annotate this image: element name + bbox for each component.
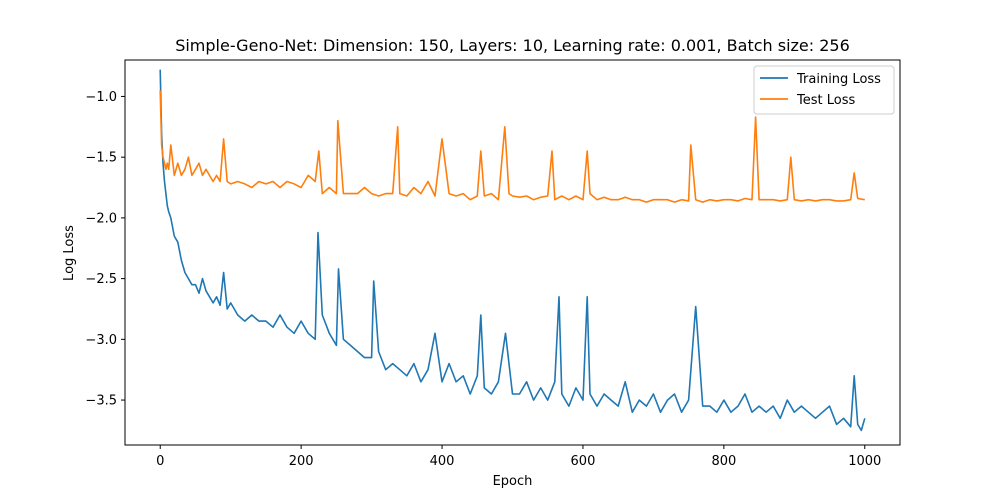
- legend: Training Loss Test Loss: [753, 65, 895, 115]
- legend-box: [753, 65, 895, 115]
- series-layer: [159, 69, 866, 432]
- x-tick-label: 1000: [848, 454, 881, 469]
- x-tick-label: 0: [156, 454, 164, 469]
- x-axis-title: Epoch: [493, 474, 533, 489]
- y-tick-label: −2.5: [85, 272, 117, 287]
- y-tick-label: −1.5: [85, 151, 117, 166]
- x-tick-label: 600: [571, 454, 596, 469]
- chart-title: Simple-Geno-Net: Dimension: 150, Layers:…: [175, 36, 850, 55]
- y-tick-label: −1.0: [85, 90, 117, 105]
- y-axis-ticks: −1.0 −1.5 −2.0 −2.5 −3.0 −3.5: [85, 90, 125, 409]
- series-line-test-loss: [159, 90, 865, 203]
- y-tick-label: −3.5: [85, 394, 117, 409]
- legend-label-training-loss: Training Loss: [796, 72, 881, 87]
- y-axis-title: Log Loss: [62, 225, 77, 281]
- x-tick-label: 400: [430, 454, 455, 469]
- series-line-training-loss: [159, 69, 866, 432]
- y-tick-label: −2.0: [85, 211, 117, 226]
- legend-label-test-loss: Test Loss: [796, 93, 855, 108]
- y-tick-label: −3.0: [85, 333, 117, 348]
- plot-frame: [124, 59, 901, 446]
- x-axis-ticks: 0 200 400 600 800 1000: [156, 445, 881, 469]
- x-tick-label: 200: [289, 454, 314, 469]
- x-tick-label: 800: [711, 454, 736, 469]
